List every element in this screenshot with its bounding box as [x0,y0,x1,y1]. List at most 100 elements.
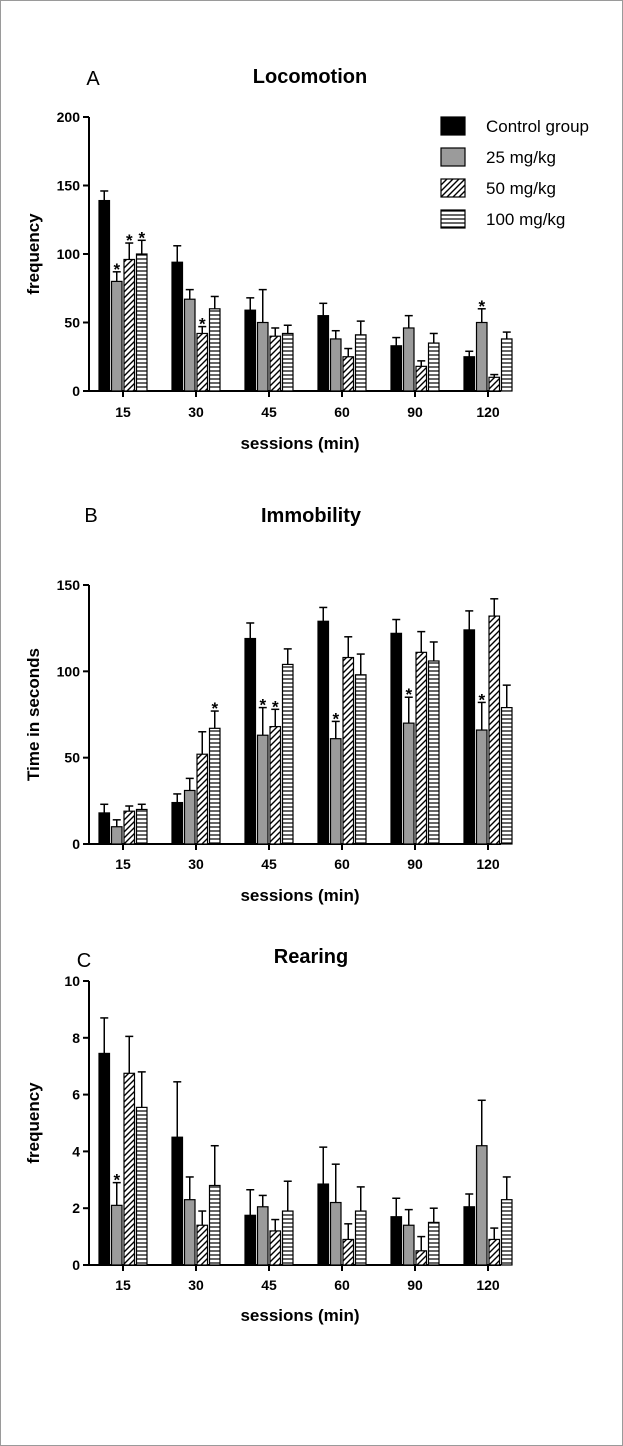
bar-50-mg-kg [123,810,136,845]
y-tick-label: 6 [72,1087,80,1103]
significance-mark: * [478,297,485,316]
y-axis-label: Time in seconds [24,648,43,781]
x-tick-label: 90 [407,404,423,420]
bar-100-mg-kg [208,1184,221,1266]
bar-control-group [171,261,184,392]
bar-control-group [463,356,476,392]
chart-title: Rearing [274,946,348,968]
legend-swatch [440,178,466,198]
chart-panel-b: B Immobility 0 50 100 150 Time in seconds 15 30 4… [24,505,513,905]
bar-control-group [244,1214,257,1266]
x-tick-label: 30 [188,856,204,872]
legend-label: 100 mg/kg [486,210,565,229]
y-tick-label: 8 [72,1030,80,1046]
bar-100-mg-kg [135,1106,148,1266]
y-tick-label: 0 [72,836,80,852]
bar-25-mg-kg [402,327,415,392]
legend-swatch [440,116,466,136]
y-tick-label: 0 [72,383,80,399]
bar-25-mg-kg [110,826,123,845]
bar-50-mg-kg [123,1072,136,1266]
legend: Control group 25 mg/kg 50 mg/kg 100 mg/kg [440,116,589,229]
bar-control-group [244,637,257,845]
x-tick-label: 120 [476,856,500,872]
bar-100-mg-kg [281,663,294,845]
bar-100-mg-kg [135,253,148,392]
x-tick-label: 90 [407,1277,423,1293]
y-tick-label: 10 [64,973,80,989]
legend-swatch [440,147,466,167]
bar-50-mg-kg [342,356,355,392]
bar-25-mg-kg [402,1224,415,1266]
significance-mark: * [211,699,218,718]
significance-mark: * [113,1171,120,1190]
bar-50-mg-kg [488,1238,501,1266]
bar-100-mg-kg [500,1199,513,1266]
legend-label: 25 mg/kg [486,148,556,167]
bar-50-mg-kg [196,1224,209,1266]
y-tick-label: 200 [57,109,81,125]
legend-item: 50 mg/kg [440,178,556,198]
x-tick-label: 60 [334,404,350,420]
bar-25-mg-kg [256,321,269,392]
x-tick-label: 60 [334,1277,350,1293]
x-tick-label: 60 [334,856,350,872]
bar-25-mg-kg [183,789,196,845]
bar-25-mg-kg [475,1145,488,1266]
bar-control-group [463,1206,476,1266]
bar-25-mg-kg [256,1206,269,1266]
significance-mark: * [332,709,339,728]
y-tick-label: 100 [57,663,81,679]
bar-100-mg-kg [427,1221,440,1266]
y-tick-label: 50 [64,315,80,331]
significance-mark: * [199,315,206,334]
bar-50-mg-kg [342,1238,355,1266]
significance-mark: * [138,228,145,247]
x-tick-label: 15 [115,404,131,420]
y-tick-label: 150 [57,577,81,593]
bar-50-mg-kg [488,615,501,845]
x-tick-label: 30 [188,404,204,420]
bar-25-mg-kg [110,280,123,392]
significance-mark: * [259,696,266,715]
bar-50-mg-kg [269,725,282,845]
x-axis-label: sessions (min) [240,1306,359,1325]
legend-label: Control group [486,117,589,136]
legend-swatch [440,209,466,229]
bar-100-mg-kg [500,706,513,845]
bar-50-mg-kg [196,753,209,845]
legend-item: 100 mg/kg [440,209,565,229]
bar-50-mg-kg [488,376,501,392]
bar-100-mg-kg [208,727,221,845]
y-tick-label: 4 [72,1143,80,1159]
bar-control-group [98,1052,111,1266]
bar-100-mg-kg [354,1210,367,1266]
bar-25-mg-kg [402,722,415,845]
chart-title: Locomotion [253,66,367,88]
x-axis-label: sessions (min) [240,434,359,453]
panel-letter: B [84,505,97,527]
bar-25-mg-kg [329,738,342,845]
y-tick-label: 0 [72,1257,80,1273]
x-tick-label: 45 [261,856,277,872]
legend-item: Control group [440,116,589,136]
bar-control-group [463,629,476,845]
bar-50-mg-kg [269,1230,282,1266]
legend-label: 50 mg/kg [486,179,556,198]
bar-control-group [390,345,403,392]
bar-control-group [317,620,330,845]
bar-50-mg-kg [196,332,209,392]
bar-25-mg-kg [183,298,196,392]
y-tick-label: 50 [64,750,80,766]
bar-100-mg-kg [281,1210,294,1266]
significance-mark: * [405,685,412,704]
chart-title: Immobility [261,505,362,527]
bar-50-mg-kg [415,1250,428,1266]
bar-control-group [390,632,403,845]
significance-mark: * [126,231,133,250]
chart-panel-c: C Rearing 0 2 4 6 8 10 frequency 15 30 45 60 90 120 * se… [24,946,513,1325]
bar-100-mg-kg [427,342,440,392]
x-tick-label: 45 [261,404,277,420]
